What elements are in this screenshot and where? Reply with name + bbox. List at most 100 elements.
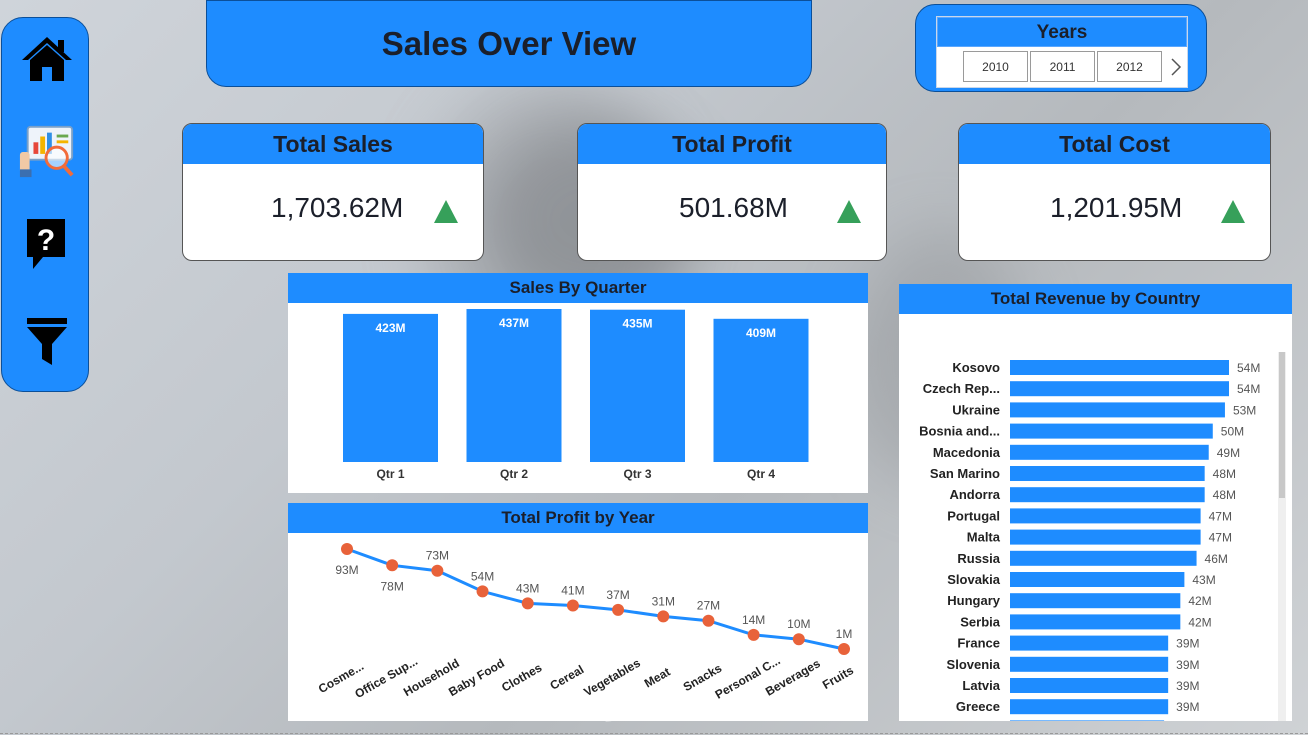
data-point[interactable] bbox=[521, 597, 534, 610]
data-point[interactable] bbox=[566, 599, 579, 612]
year-option-2010[interactable]: 2010 bbox=[963, 51, 1028, 82]
kpi-card-total-cost: Total Cost 1,201.95M bbox=[958, 123, 1271, 261]
tick-label: Qtr 3 bbox=[623, 467, 651, 481]
data-label: 41M bbox=[561, 584, 584, 598]
kpi-label: Total Sales bbox=[183, 124, 483, 164]
bar[interactable] bbox=[1010, 508, 1201, 524]
bar[interactable] bbox=[1010, 699, 1169, 715]
tick-label: Slovakia bbox=[947, 572, 1001, 587]
bar[interactable] bbox=[1010, 360, 1229, 375]
bar[interactable] bbox=[1010, 444, 1209, 460]
sales-by-quarter-chart: 423M Qtr 1 437M Qtr 2 435M Qtr 3 409M Qtr 4 bbox=[343, 309, 809, 481]
data-label: 93M bbox=[335, 563, 358, 577]
data-point[interactable] bbox=[747, 628, 760, 641]
data-label: 42M bbox=[1188, 615, 1211, 629]
tick-label: Malta bbox=[967, 530, 1001, 545]
data-label: 31M bbox=[652, 594, 675, 608]
data-label: 423M bbox=[375, 321, 405, 335]
tick-label: Kosovo bbox=[952, 360, 1000, 375]
data-point[interactable] bbox=[431, 564, 444, 577]
tick-label: Slovenia bbox=[947, 657, 1001, 672]
data-label: 39M bbox=[1176, 679, 1199, 693]
data-label: 50M bbox=[1221, 425, 1244, 439]
tick-label: Czech Rep... bbox=[923, 381, 1000, 396]
data-point[interactable] bbox=[341, 543, 353, 555]
kpi-label: Total Cost bbox=[959, 124, 1270, 164]
data-label: 1M bbox=[836, 627, 853, 641]
data-label: 48M bbox=[1213, 467, 1236, 481]
tick-label: Qtr 2 bbox=[500, 467, 528, 481]
tick-label: Russia bbox=[957, 551, 1000, 566]
bar[interactable] bbox=[343, 313, 438, 462]
bar[interactable] bbox=[1010, 593, 1181, 609]
bar[interactable] bbox=[1010, 423, 1213, 439]
bar[interactable] bbox=[1010, 402, 1225, 418]
data-label: 53M bbox=[1233, 403, 1256, 417]
tick-label: Serbia bbox=[960, 614, 1001, 629]
bar[interactable] bbox=[590, 309, 685, 462]
bar[interactable] bbox=[1010, 614, 1181, 630]
bar[interactable] bbox=[1010, 550, 1197, 566]
year-option-2011[interactable]: 2011 bbox=[1030, 51, 1095, 82]
data-label: 409M bbox=[746, 326, 776, 340]
kpi-label: Total Profit bbox=[578, 124, 886, 164]
chevron-right-icon[interactable] bbox=[1169, 57, 1183, 77]
trend-up-icon bbox=[837, 200, 861, 223]
data-point[interactable] bbox=[702, 614, 715, 627]
kpi-value: 1,201.95M bbox=[1050, 192, 1183, 223]
tick-label: Macedonia bbox=[933, 445, 1001, 460]
scrollbar-track[interactable] bbox=[1278, 352, 1286, 722]
bar[interactable] bbox=[1010, 466, 1205, 481]
data-label: 47M bbox=[1209, 531, 1232, 545]
help-icon[interactable]: ? bbox=[18, 214, 76, 272]
chart-title: Total Profit by Year bbox=[288, 503, 868, 533]
watermark: حسوب bbox=[575, 682, 676, 722]
tick-label: Latvia bbox=[962, 678, 1000, 693]
page-title: Sales Over View bbox=[206, 0, 812, 87]
year-option-2012[interactable]: 2012 bbox=[1097, 51, 1162, 82]
tick-label: Bosnia and... bbox=[919, 424, 1000, 439]
data-point[interactable] bbox=[612, 603, 625, 616]
data-label: 437M bbox=[499, 316, 529, 330]
data-label: 54M bbox=[471, 569, 494, 583]
kpi-value: 1,703.62M bbox=[271, 192, 404, 223]
data-point[interactable] bbox=[476, 585, 489, 598]
home-icon[interactable] bbox=[18, 30, 76, 88]
bar[interactable] bbox=[1010, 572, 1185, 587]
data-label: 48M bbox=[1213, 488, 1236, 502]
data-label: 14M bbox=[742, 613, 765, 627]
tick-label: France bbox=[957, 636, 1000, 651]
scrollbar-thumb[interactable] bbox=[1279, 352, 1285, 498]
data-label: 73M bbox=[426, 549, 449, 563]
bar[interactable] bbox=[1010, 487, 1205, 503]
tick-label: Qtr 1 bbox=[376, 467, 404, 481]
bar[interactable] bbox=[713, 318, 809, 462]
data-label: 27M bbox=[697, 599, 720, 613]
data-label: 37M bbox=[606, 588, 629, 602]
kpi-value: 501.68M bbox=[679, 192, 788, 223]
data-point[interactable] bbox=[657, 610, 670, 623]
svg-text:?: ? bbox=[37, 224, 55, 257]
filter-icon[interactable] bbox=[18, 312, 76, 370]
tick-label: Fruits bbox=[820, 663, 856, 692]
bar[interactable] bbox=[1010, 635, 1169, 651]
data-label: 54M bbox=[1237, 382, 1260, 396]
analytics-icon[interactable] bbox=[18, 122, 76, 180]
years-slicer-title: Years bbox=[937, 17, 1187, 47]
data-point[interactable] bbox=[386, 559, 399, 572]
bar[interactable] bbox=[1010, 720, 1165, 735]
tick-label: Greece bbox=[956, 699, 1000, 714]
trend-up-icon bbox=[1221, 200, 1245, 223]
bar[interactable] bbox=[466, 309, 562, 462]
sales-by-quarter-panel: Sales By Quarter 423M Qtr 1 437M Qtr 2 435M Q… bbox=[288, 273, 868, 493]
bar[interactable] bbox=[1010, 381, 1229, 397]
bar[interactable] bbox=[1010, 529, 1201, 545]
tick-label: Bulgaria bbox=[948, 720, 1001, 721]
data-point[interactable] bbox=[792, 633, 805, 646]
bar[interactable] bbox=[1010, 656, 1169, 672]
data-point[interactable] bbox=[838, 643, 850, 655]
data-label: 43M bbox=[1192, 573, 1215, 587]
years-slicer: Years 2010 2011 2012 bbox=[915, 4, 1207, 92]
bar[interactable] bbox=[1010, 678, 1169, 693]
tick-label: Portugal bbox=[947, 508, 1000, 523]
